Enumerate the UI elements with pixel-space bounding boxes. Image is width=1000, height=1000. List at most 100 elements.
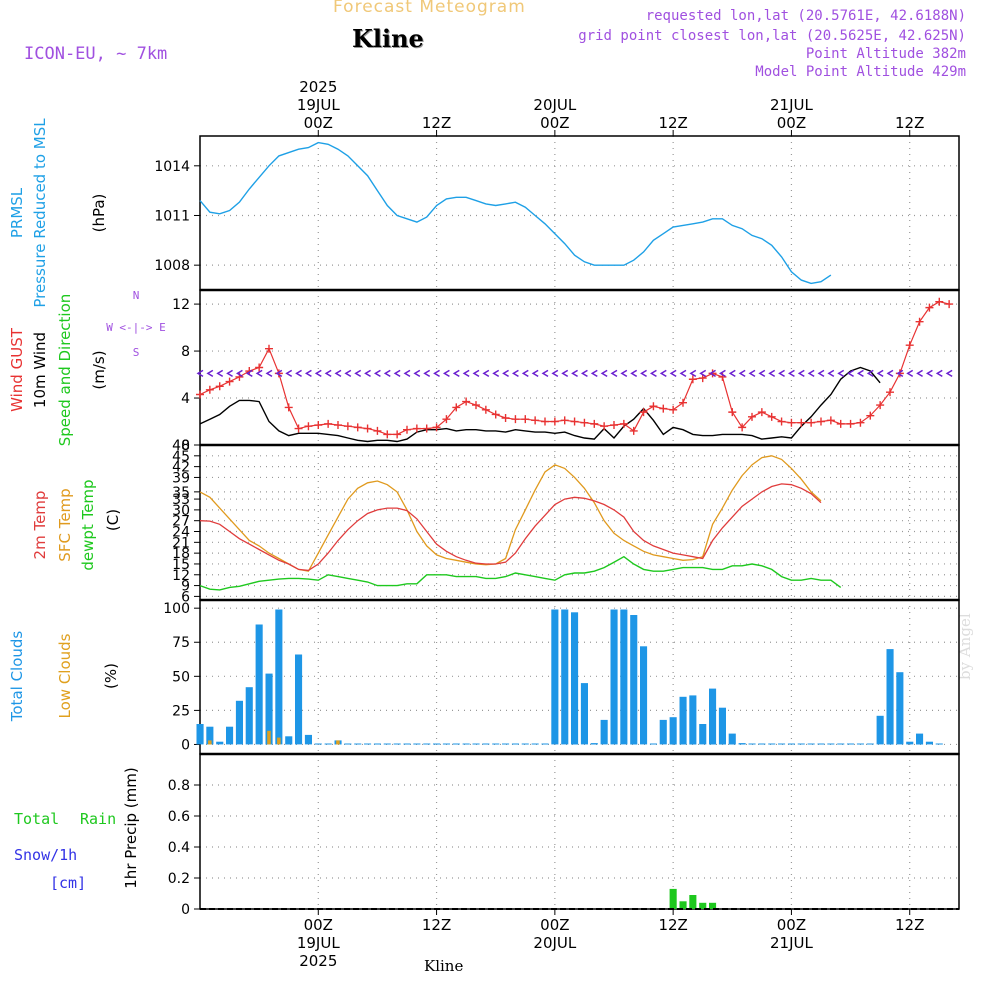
pressure-label-prmsl: PRMSL — [8, 187, 26, 238]
total-cloud-bar — [699, 724, 707, 745]
total-cloud-bar — [196, 724, 204, 745]
y-tick-label: 0 — [181, 438, 190, 454]
total-cloud-bar — [265, 673, 273, 745]
wind-direction-arrow — [482, 369, 490, 378]
total-cloud-bar — [738, 743, 746, 745]
gust-point — [787, 418, 796, 427]
time-label-bottom-t3: 00Z — [540, 916, 569, 934]
panel-precip: 0 0.2 0.4 0.6 0.8 — [168, 753, 960, 918]
gust-point — [472, 401, 480, 410]
y-tick-label: 9 — [181, 579, 190, 595]
wind-direction-arrow — [856, 369, 864, 378]
gust-point — [541, 417, 549, 426]
wind-direction-arrow — [442, 369, 450, 378]
gust-point — [807, 418, 816, 427]
wind-direction-arrow — [925, 369, 933, 378]
wind-direction-arrow — [866, 369, 874, 378]
y-tick-label: 12 — [172, 568, 190, 584]
wind-direction-arrow — [364, 369, 371, 378]
total-cloud-bar — [314, 743, 322, 745]
gust-point — [669, 405, 678, 414]
y-tick-label: 18 — [172, 546, 190, 562]
wind-direction-arrow — [521, 369, 529, 378]
y-tick-label: 42 — [172, 460, 190, 476]
low-cloud-bar — [208, 740, 212, 745]
pressure-line — [199, 141, 832, 285]
total-cloud-bar — [521, 743, 529, 745]
time-label-top-t2: 12Z — [422, 114, 451, 132]
y-tick-label: 0.2 — [168, 871, 190, 887]
wind-direction-arrow — [492, 369, 500, 378]
wind-direction-arrow — [511, 369, 519, 378]
panel-frame — [199, 599, 960, 755]
total-cloud-bar — [541, 743, 549, 745]
total-cloud-bar — [511, 743, 519, 745]
gust-point — [265, 344, 273, 353]
y-tick-label: 75 — [172, 635, 190, 651]
wind-direction-arrow — [669, 369, 677, 378]
footer-location: Kline — [424, 957, 464, 975]
wind-direction-arrow — [768, 369, 776, 378]
wind-direction-arrow — [906, 369, 914, 378]
wind-direction-arrow — [689, 369, 697, 378]
total-cloud-bar — [807, 743, 815, 745]
gust-point — [324, 419, 333, 428]
wind-direction-arrow — [373, 369, 381, 378]
total-cloud-bar — [758, 743, 766, 745]
total-cloud-bar — [551, 609, 559, 745]
wind-direction-arrow — [787, 369, 795, 378]
wind-direction-arrow — [245, 369, 253, 378]
compass-n: N — [133, 289, 140, 302]
wind-direction-arrow — [758, 369, 766, 378]
low-cloud-bar — [336, 740, 340, 745]
y-tick-label: 25 — [172, 703, 190, 719]
time-label-bottom-t5: 21JUL — [770, 934, 813, 952]
total-cloud-bar — [226, 726, 234, 745]
total-cloud-bar — [403, 743, 411, 745]
gust-point — [353, 423, 362, 432]
compass-s: S — [133, 346, 140, 359]
total-cloud-bar — [492, 743, 500, 745]
gust-point — [521, 415, 530, 424]
total-cloud-bar — [433, 743, 441, 745]
gust-point — [610, 421, 618, 430]
total-cloud-bar — [728, 733, 736, 745]
wind-direction-arrow — [817, 369, 825, 378]
wind-direction-arrow — [413, 369, 421, 378]
total-cloud-bar — [442, 743, 450, 745]
wind-direction-arrow — [196, 369, 204, 378]
gust-point — [856, 418, 865, 427]
total-cloud-bar — [255, 624, 263, 745]
time-label-top-t4: 12Z — [658, 114, 687, 132]
gust-point — [383, 430, 392, 439]
time-label-bottom-t1: 00Z — [304, 916, 333, 934]
wind-direction-arrow — [590, 369, 598, 378]
total-cloud-bar — [817, 743, 825, 745]
total-cloud-bar — [669, 717, 677, 745]
y-tick-label: 4 — [181, 391, 190, 407]
time-label-bottom-t5: 00Z — [777, 916, 806, 934]
wind-direction-arrow — [807, 369, 815, 378]
gust-point — [945, 300, 954, 309]
gust-point — [915, 317, 924, 326]
y-tick-label: 0.6 — [168, 809, 190, 825]
time-label-top-t5: 21JUL — [770, 96, 813, 114]
wind-direction-arrow — [847, 369, 854, 378]
total-cloud-bar — [235, 700, 243, 745]
total-cloud-bar — [462, 743, 470, 745]
total-cloud-bar — [610, 609, 618, 745]
gust-point — [422, 424, 431, 433]
gust-point — [560, 416, 569, 425]
gust-point — [343, 422, 352, 431]
wind-direction-arrow — [640, 369, 647, 378]
total-cloud-bar — [285, 736, 293, 745]
wind-direction-arrow — [571, 369, 578, 378]
total-clouds-label: Total Clouds — [8, 631, 26, 723]
gust-point — [797, 418, 806, 427]
gust-point — [491, 410, 500, 419]
y-tick-label: 48 — [172, 438, 190, 454]
gust-point — [935, 297, 944, 306]
model-altitude: Model Point Altitude 429m — [755, 64, 966, 80]
total-cloud-bar — [718, 707, 726, 745]
wind-direction-arrow — [718, 369, 726, 378]
